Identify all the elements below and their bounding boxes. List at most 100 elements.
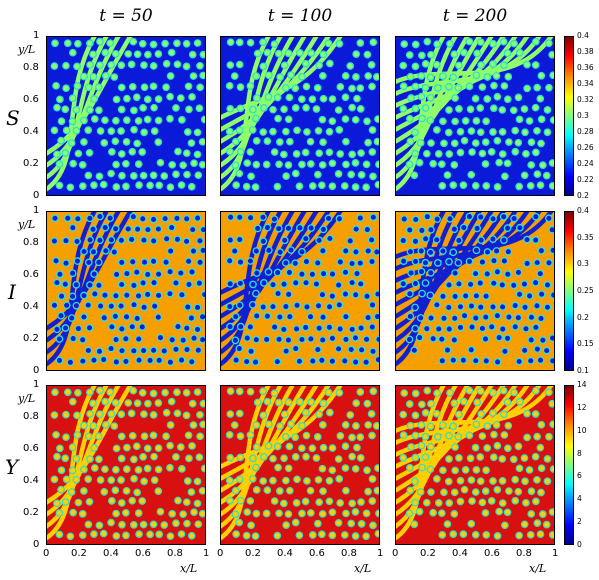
- spot: [96, 37, 104, 46]
- spot: [472, 466, 481, 474]
- spot: [478, 498, 487, 507]
- spot: [252, 312, 261, 320]
- spot: [251, 532, 260, 540]
- spot: [112, 95, 121, 104]
- spot: [399, 82, 408, 91]
- spot: [450, 139, 459, 148]
- spot: [461, 466, 470, 474]
- spot: [66, 183, 75, 192]
- spot: [235, 169, 244, 178]
- spot: [348, 433, 356, 442]
- spot: [198, 312, 205, 321]
- spot: [190, 159, 198, 168]
- spot: [269, 105, 277, 114]
- spot: [342, 335, 350, 344]
- spot: [293, 475, 301, 484]
- spot: [68, 117, 77, 126]
- spot: [489, 477, 497, 485]
- spot: [284, 161, 293, 169]
- spot: [106, 388, 115, 397]
- spot: [132, 268, 141, 277]
- spot: [96, 386, 104, 395]
- spot: [411, 40, 420, 49]
- spot: [193, 388, 202, 396]
- spot: [243, 334, 252, 342]
- spot: [367, 410, 376, 418]
- spot: [356, 433, 365, 441]
- spot: [372, 248, 379, 256]
- spot: [183, 477, 192, 485]
- spot: [493, 485, 502, 494]
- stripe: [47, 386, 97, 541]
- spot: [90, 464, 99, 472]
- spot: [514, 268, 523, 277]
- spot: [405, 160, 414, 169]
- spot: [262, 335, 271, 344]
- spot: [273, 357, 282, 366]
- spot: [274, 463, 282, 472]
- spot: [67, 314, 76, 322]
- spot: [525, 117, 534, 125]
- spot: [168, 160, 177, 169]
- spot: [426, 465, 435, 474]
- spot: [445, 257, 453, 266]
- spot: [118, 520, 126, 529]
- spot: [86, 236, 94, 244]
- spot: [273, 182, 282, 191]
- spot: [351, 290, 360, 299]
- spot: [270, 323, 279, 331]
- spot: [198, 137, 205, 146]
- x-tick-label: 0.4: [277, 548, 293, 559]
- spot: [236, 279, 245, 288]
- spot: [328, 334, 337, 343]
- spot: [177, 181, 186, 189]
- spot: [520, 105, 529, 113]
- spot: [167, 223, 176, 232]
- spot: [149, 82, 158, 91]
- spot: [174, 147, 182, 156]
- colorbar-tick: 0.2: [577, 191, 589, 200]
- spot: [525, 466, 534, 474]
- spot: [455, 105, 463, 113]
- spot: [298, 444, 306, 453]
- spot: [531, 103, 540, 112]
- spot: [263, 48, 272, 57]
- spot: [173, 60, 182, 69]
- spot: [57, 136, 65, 145]
- spot: [140, 410, 148, 418]
- spot: [56, 95, 64, 104]
- spot: [341, 72, 350, 80]
- pattern-panel-i-1: [220, 211, 380, 371]
- spot: [341, 464, 350, 472]
- spot: [276, 248, 284, 257]
- spot: [182, 411, 191, 420]
- spot: [548, 159, 554, 167]
- spot: [107, 169, 115, 178]
- spot: [274, 289, 282, 298]
- spot: [328, 466, 337, 475]
- spot: [539, 161, 547, 169]
- spot: [536, 443, 545, 452]
- spot: [129, 347, 138, 355]
- spot: [509, 455, 518, 464]
- spot: [236, 104, 245, 113]
- spot: [433, 126, 441, 134]
- spot: [269, 280, 277, 289]
- spot: [357, 346, 366, 354]
- pattern-panel-i-0: [46, 211, 206, 371]
- spot: [417, 72, 426, 80]
- spot: [50, 126, 59, 135]
- spot: [156, 507, 165, 516]
- spot: [348, 103, 356, 112]
- spot: [454, 258, 463, 267]
- spot: [190, 334, 198, 343]
- spot: [176, 443, 185, 451]
- spot: [139, 171, 148, 180]
- spot: [85, 323, 94, 332]
- spot: [291, 518, 300, 527]
- spot: [439, 421, 447, 429]
- spot: [406, 137, 415, 146]
- spot: [53, 278, 61, 287]
- spot: [418, 400, 426, 409]
- spot: [196, 410, 204, 419]
